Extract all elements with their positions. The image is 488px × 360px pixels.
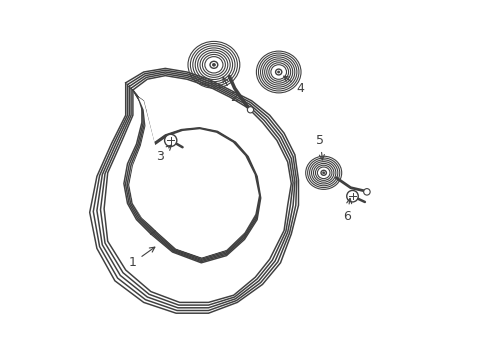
- Ellipse shape: [209, 61, 217, 68]
- Ellipse shape: [322, 172, 324, 174]
- Circle shape: [247, 107, 253, 113]
- Ellipse shape: [212, 63, 215, 66]
- Text: 2: 2: [223, 77, 237, 104]
- Circle shape: [164, 134, 177, 147]
- Ellipse shape: [277, 71, 279, 73]
- Text: 1: 1: [129, 247, 155, 269]
- Circle shape: [346, 190, 358, 202]
- Polygon shape: [129, 97, 258, 257]
- Text: 6: 6: [343, 198, 351, 222]
- Text: 4: 4: [283, 76, 304, 95]
- Ellipse shape: [275, 69, 281, 75]
- Text: 3: 3: [156, 145, 171, 163]
- Text: 5: 5: [315, 134, 324, 160]
- Ellipse shape: [320, 170, 325, 175]
- Circle shape: [363, 189, 369, 195]
